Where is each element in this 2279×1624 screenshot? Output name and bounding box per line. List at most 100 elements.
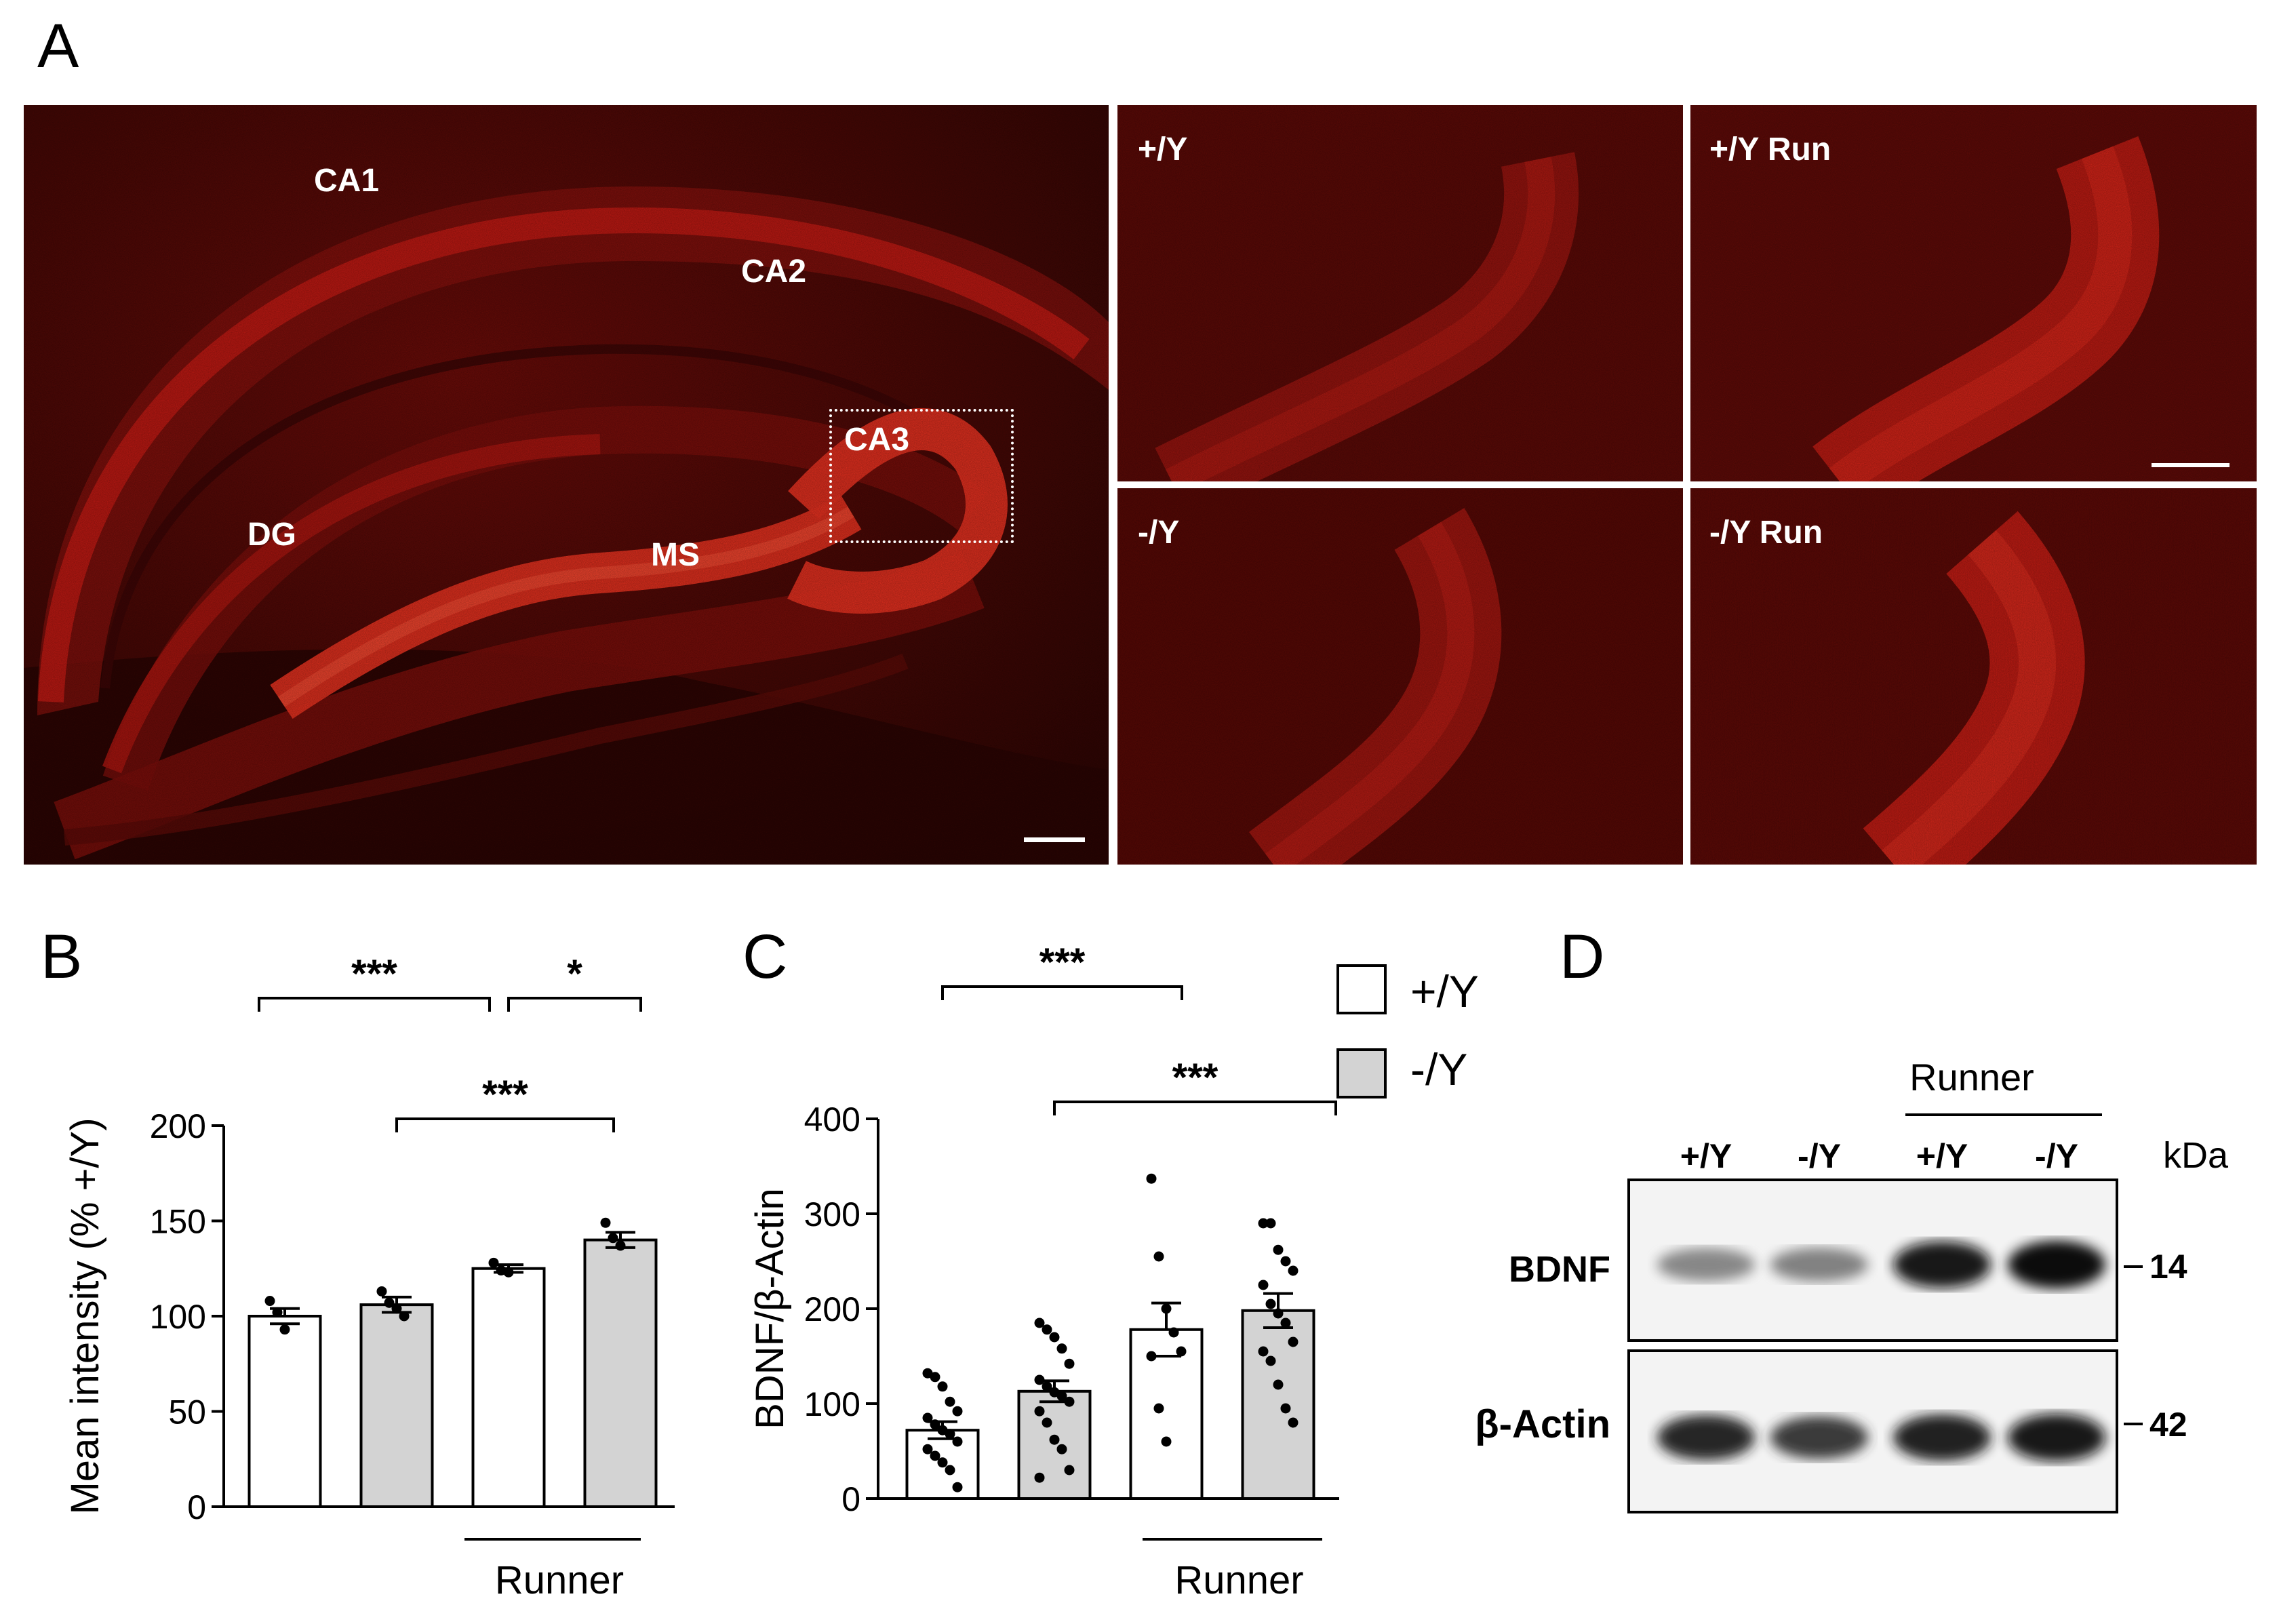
data-point	[930, 1372, 940, 1383]
panel-label-c: C	[742, 922, 788, 991]
data-point	[1280, 1318, 1291, 1328]
western-blot-panel: Runner +/Y -/Y +/Y -/Y kDa BDNF 14 β-Act…	[1451, 1056, 2279, 1532]
blot-band	[1657, 1248, 1755, 1282]
bar	[471, 1267, 546, 1508]
data-point	[937, 1457, 948, 1468]
data-point	[1153, 1403, 1164, 1414]
blot-lane-label: -/Y	[1798, 1137, 1841, 1175]
significance-label: ***	[1039, 940, 1086, 985]
region-label-ca3: CA3	[844, 422, 910, 458]
data-point	[279, 1324, 290, 1335]
data-point	[945, 1429, 955, 1440]
blot-lane-label: +/Y	[1916, 1137, 1968, 1175]
blot-band	[1770, 1248, 1868, 1282]
panel-label-d: D	[1560, 922, 1605, 991]
runner-group: Runner	[464, 1538, 641, 1602]
data-point	[945, 1465, 955, 1476]
data-point	[1042, 1417, 1052, 1428]
data-point	[952, 1482, 963, 1492]
runner-group: Runner	[1143, 1538, 1322, 1602]
y-axis-label: Mean intensity (% +/Y)	[63, 1117, 107, 1514]
runner-group-label: Runner	[1174, 1558, 1303, 1602]
data-point	[1273, 1379, 1284, 1390]
data-point	[937, 1381, 948, 1392]
data-point	[1273, 1244, 1284, 1255]
data-point	[1064, 1358, 1075, 1369]
y-axis: 0 100 200 300 400 BDNF/β-Actin	[748, 1101, 1339, 1518]
data-point	[952, 1406, 963, 1417]
bar	[1129, 1328, 1204, 1500]
blot-protein-label: BDNF	[1509, 1249, 1610, 1290]
chart-bdnf-actin: *** *** 0 100 200 300 400 BDNF/β-Actin Runner	[748, 940, 1339, 1602]
significance-bracket	[507, 997, 642, 1012]
significance-bracket	[395, 1117, 615, 1132]
points	[922, 1173, 1299, 1492]
data-point	[1034, 1318, 1045, 1328]
data-point	[1056, 1343, 1067, 1354]
data-point	[1034, 1472, 1045, 1483]
tile-label: +/Y	[1138, 132, 1188, 167]
tile-label: -/Y	[1138, 515, 1180, 551]
y-axis-label: BDNF/β-Actin	[748, 1188, 792, 1429]
blot-band	[2008, 1240, 2105, 1289]
y-tick-label: 100	[804, 1385, 860, 1423]
data-point	[1042, 1381, 1052, 1392]
y-tick-label: 400	[804, 1101, 860, 1138]
significance-bracket	[941, 985, 1183, 1000]
error-bars	[928, 1292, 1293, 1440]
data-point	[600, 1217, 611, 1228]
tile-wt-sedentary: +/Y	[1117, 105, 1683, 481]
bar	[1017, 1389, 1092, 1500]
y-axis: 0 50 100 150 200 Mean intensity (% +/Y)	[63, 1107, 675, 1526]
tile-ko-runner: -/Y Run	[1690, 488, 2257, 865]
bar	[583, 1238, 658, 1508]
y-tick-label: 50	[168, 1393, 206, 1431]
data-point	[945, 1396, 955, 1407]
bar	[247, 1315, 322, 1508]
panel-label-a: A	[37, 12, 79, 81]
y-tick-label: 300	[804, 1195, 860, 1233]
blot-marker-label: 14	[2149, 1248, 2187, 1286]
data-point	[1288, 1265, 1299, 1276]
y-tick-label: 0	[841, 1480, 860, 1518]
blot-lane-label: -/Y	[2035, 1137, 2078, 1175]
data-point	[1265, 1218, 1276, 1229]
significance-bracket	[1053, 1101, 1337, 1115]
data-point	[1258, 1218, 1269, 1229]
bdnf-bands	[1657, 1240, 2105, 1289]
data-point	[1056, 1444, 1067, 1454]
data-point	[1258, 1346, 1269, 1357]
data-point	[1034, 1406, 1045, 1417]
y-tick-label: 200	[804, 1290, 860, 1328]
legend-label-ko: -/Y	[1410, 1044, 1467, 1094]
error-bars	[270, 1231, 635, 1326]
blot-runner-label: Runner	[1909, 1058, 2034, 1098]
region-label-ca2: CA2	[741, 254, 807, 290]
tile-label: -/Y Run	[1709, 515, 1823, 551]
blot-band	[2008, 1413, 2105, 1462]
significance-label: *	[567, 952, 582, 996]
data-point	[376, 1286, 387, 1296]
bar	[359, 1303, 434, 1508]
y-tick-label: 200	[150, 1107, 206, 1145]
y-tick-label: 150	[150, 1203, 206, 1241]
y-tick-label: 100	[150, 1298, 206, 1336]
significance-label: ***	[351, 952, 397, 996]
region-label-dg: DG	[247, 517, 296, 553]
data-point	[1049, 1434, 1060, 1445]
bar	[1241, 1309, 1315, 1500]
data-point	[1153, 1251, 1164, 1262]
region-label-ms: MS	[651, 537, 700, 573]
data-point	[1064, 1465, 1075, 1476]
data-point	[1146, 1173, 1157, 1184]
data-point	[1288, 1336, 1299, 1347]
legend: +/Y -/Y	[1336, 964, 1479, 1098]
blot-band	[1657, 1414, 1755, 1461]
data-point	[1161, 1436, 1172, 1447]
data-point	[1273, 1308, 1284, 1319]
data-point	[1258, 1280, 1269, 1290]
data-point	[264, 1296, 275, 1307]
actin-bands	[1657, 1413, 2105, 1462]
tile-wt-runner: +/Y Run	[1690, 105, 2257, 481]
